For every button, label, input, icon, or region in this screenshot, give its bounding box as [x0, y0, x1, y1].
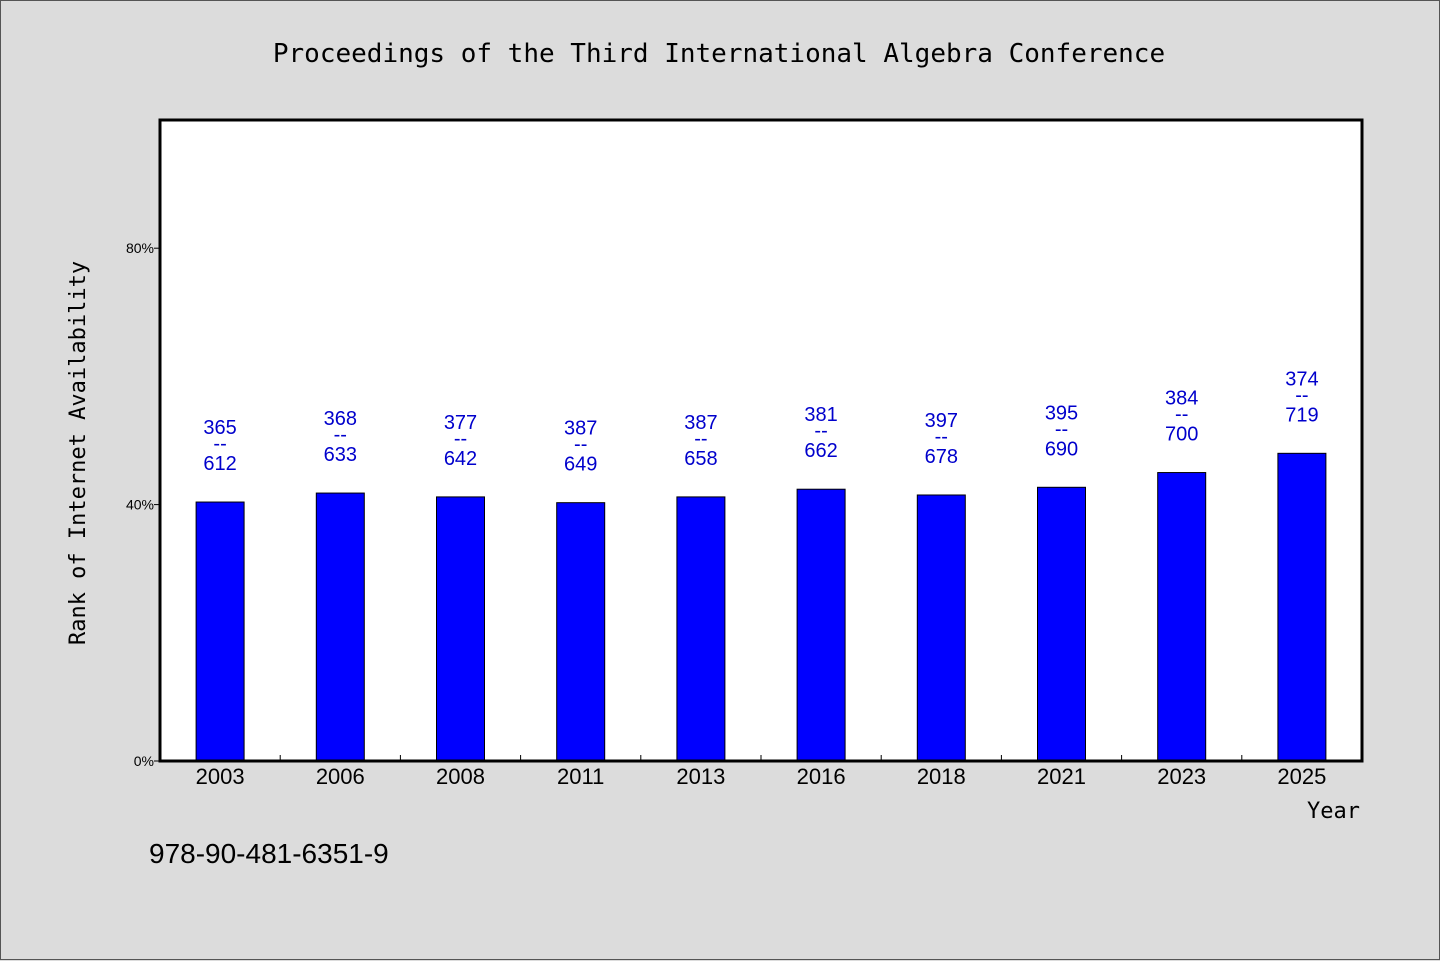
- y-tick-label: 40%: [126, 497, 154, 513]
- bar-label-bottom: 690: [1045, 438, 1078, 460]
- bar-label-separator: --: [574, 434, 587, 456]
- y-tick-label: 80%: [126, 240, 154, 256]
- data-labels-layer: 612--365633--368642--377649--387658--387…: [203, 368, 1318, 475]
- x-tick-label: 2006: [316, 764, 365, 789]
- bar-label-top: 387: [564, 418, 597, 440]
- x-tick-label: 2021: [1037, 764, 1086, 789]
- bar-2018: [916, 494, 966, 762]
- bar-label-top: 365: [203, 417, 236, 439]
- bar-label-top: 397: [925, 410, 958, 432]
- x-tick-label: 2013: [676, 764, 725, 789]
- x-tick-label: 2025: [1277, 764, 1326, 789]
- bar-label-separator: --: [935, 426, 948, 448]
- bar-2021: [1037, 486, 1086, 762]
- y-axis: 0% 40% 80%: [126, 240, 160, 769]
- x-tick-label: 2023: [1157, 764, 1206, 789]
- bar-label-top: 374: [1285, 368, 1318, 390]
- x-tick-label: 2003: [196, 764, 245, 789]
- bar-label-bottom: 678: [925, 446, 958, 468]
- bar-label-separator: --: [334, 424, 347, 446]
- bar-label-bottom: 719: [1285, 404, 1318, 426]
- bar-label-bottom: 633: [324, 444, 357, 466]
- bar-label-separator: --: [1055, 418, 1068, 440]
- bar-2003: [195, 501, 245, 762]
- bar-label-separator: --: [1175, 404, 1188, 426]
- y-axis-label: Rank of Internet Availability: [66, 261, 91, 645]
- bar-label-bottom: 662: [804, 440, 837, 462]
- bar-label-top: 368: [324, 408, 357, 430]
- isbn-text: 978-90-481-6351-9: [149, 838, 389, 869]
- bar-label-top: 377: [444, 412, 477, 434]
- bar-label-top: 384: [1165, 388, 1198, 410]
- bar-label-separator: --: [454, 428, 467, 450]
- bar-2006: [315, 492, 365, 762]
- bar-2013: [676, 496, 726, 762]
- bar-2008: [436, 496, 485, 762]
- chart-title: Proceedings of the Third International A…: [273, 39, 1165, 69]
- bar-label-bottom: 642: [444, 448, 477, 470]
- bar-label-separator: --: [213, 433, 226, 455]
- bar-label-separator: --: [694, 428, 707, 450]
- bar-label-separator: --: [1295, 384, 1308, 406]
- x-tick-label: 2018: [917, 764, 966, 789]
- bar-label-top: 381: [804, 404, 837, 426]
- bar-label-bottom: 649: [564, 454, 597, 476]
- bar-2011: [556, 502, 606, 762]
- x-tick-label: 2016: [797, 764, 846, 789]
- bar-label-separator: --: [814, 420, 827, 442]
- x-axis: 2003 2006 2008 2011 2013 2016 2018 2021 2023 2025: [196, 755, 1326, 789]
- bar-label-bottom: 658: [684, 448, 717, 470]
- bar-2016: [796, 488, 846, 762]
- y-tick-label: 0%: [134, 753, 154, 769]
- bar-label-bottom: 612: [203, 453, 236, 475]
- x-tick-label: 2008: [436, 764, 485, 789]
- bar-label-bottom: 700: [1165, 424, 1198, 446]
- bar-label-top: 395: [1045, 402, 1078, 424]
- x-tick-label: 2011: [557, 764, 604, 789]
- bars-layer: [195, 452, 1327, 762]
- bar-2025: [1277, 452, 1327, 762]
- bar-2023: [1157, 472, 1207, 762]
- x-axis-label: Year: [1307, 799, 1360, 824]
- bar-label-top: 387: [684, 412, 717, 434]
